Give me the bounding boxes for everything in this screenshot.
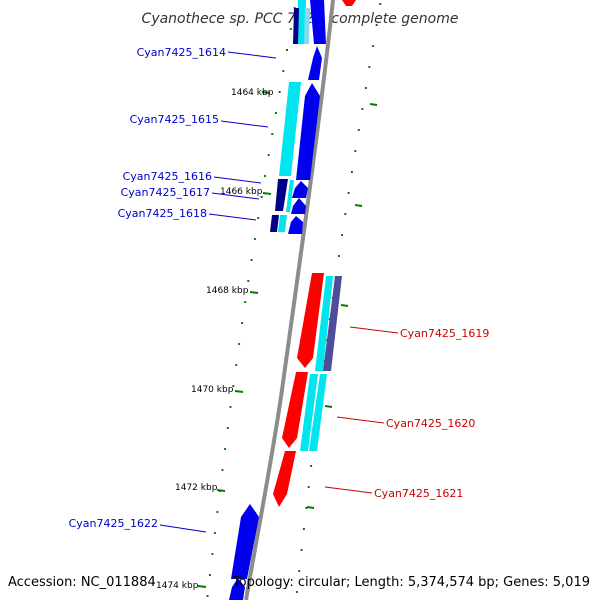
gene-1615-rna xyxy=(279,82,301,176)
scale-tick-1474: 1474 kbp xyxy=(156,581,207,591)
gene-label-1618[interactable]: Cyan7425_1618 xyxy=(118,207,257,221)
feature-top-rna xyxy=(304,8,310,44)
gene-label-1617[interactable]: Cyan7425_1617 xyxy=(121,186,260,200)
gene-1621-arrow xyxy=(273,451,296,507)
accession-text: Accession: NC_011884 xyxy=(8,575,156,590)
gene-label-1620[interactable]: Cyan7425_1620 xyxy=(336,416,475,430)
scale-tick-1468: 1468 kbp xyxy=(206,286,259,296)
gene-1620-rna xyxy=(300,374,318,451)
gene-label-text[interactable]: Cyan7425_1622 xyxy=(69,517,158,530)
gene-1620-rna-2 xyxy=(309,374,327,451)
gene-1619-gene xyxy=(323,276,342,371)
gene-1617-rna xyxy=(286,180,294,212)
scale-tick-label: 1474 kbp xyxy=(156,581,199,591)
gene-label-text[interactable]: Cyan7425_1615 xyxy=(130,113,219,126)
gene-1618-rna xyxy=(278,215,287,232)
gene-1617-arrow xyxy=(291,198,306,214)
gene-label-text[interactable]: Cyan7425_1620 xyxy=(386,417,475,430)
feature-top-arrow xyxy=(310,0,326,44)
scale-tick-label: 1472 kbp xyxy=(175,483,218,493)
scale-tick-label: 1464 kbp xyxy=(231,88,274,98)
gene-1618-gene xyxy=(270,215,279,232)
gene-1616-arrow xyxy=(292,181,308,198)
gene-label-1621[interactable]: Cyan7425_1621 xyxy=(324,486,463,500)
gene-1614-arrow xyxy=(308,46,322,80)
gene-label-1616[interactable]: Cyan7425_1616 xyxy=(123,170,262,184)
gene-label-text[interactable]: Cyan7425_1619 xyxy=(400,327,489,340)
gene-label-text[interactable]: Cyan7425_1618 xyxy=(118,207,207,220)
scale-tick-1464: 1464 kbp xyxy=(231,88,274,98)
gene-1618-arrow xyxy=(288,216,303,234)
scale-tick-label: 1470 kbp xyxy=(191,385,234,395)
gene-1622-arrow xyxy=(231,504,259,579)
gene-1616-gene xyxy=(275,179,288,211)
scale-tick-1466: 1466 kbp xyxy=(220,187,272,197)
gene-label-1619[interactable]: Cyan7425_1619 xyxy=(349,326,489,340)
forward-features-lower xyxy=(229,504,259,600)
gene-label-1622[interactable]: Cyan7425_1622 xyxy=(69,517,207,533)
outer-ring-ticks xyxy=(306,103,378,509)
feature-top-cyan xyxy=(297,0,306,44)
gene-1615-arrow xyxy=(296,83,320,180)
gene-1620-arrow xyxy=(282,372,308,448)
feature-top-gene xyxy=(293,8,299,44)
gene-label-1615[interactable]: Cyan7425_1615 xyxy=(130,113,269,128)
feature-bottom-arrow xyxy=(229,578,245,600)
topology-text: Topology: circular; Length: 5,374,574 bp… xyxy=(232,575,590,590)
feature-partial-top xyxy=(342,0,356,6)
gene-1619-rna xyxy=(315,276,333,371)
scale-tick-label: 1468 kbp xyxy=(206,286,249,296)
gene-label-text[interactable]: Cyan7425_1616 xyxy=(123,170,212,183)
gene-label-text[interactable]: Cyan7425_1617 xyxy=(121,186,210,199)
gene-1619-arrow xyxy=(297,273,324,368)
genome-backbone xyxy=(244,0,335,600)
forward-features-upper xyxy=(270,0,326,234)
scale-tick-label: 1466 kbp xyxy=(220,187,263,197)
inner-scale-ring xyxy=(206,7,296,597)
gene-label-1614[interactable]: Cyan7425_1614 xyxy=(137,46,277,59)
scale-tick-1472: 1472 kbp xyxy=(175,483,226,493)
gene-label-text[interactable]: Cyan7425_1621 xyxy=(374,487,463,500)
reverse-features xyxy=(273,273,342,507)
scale-tick-1470: 1470 kbp xyxy=(191,385,244,395)
gene-label-text[interactable]: Cyan7425_1614 xyxy=(137,46,226,59)
